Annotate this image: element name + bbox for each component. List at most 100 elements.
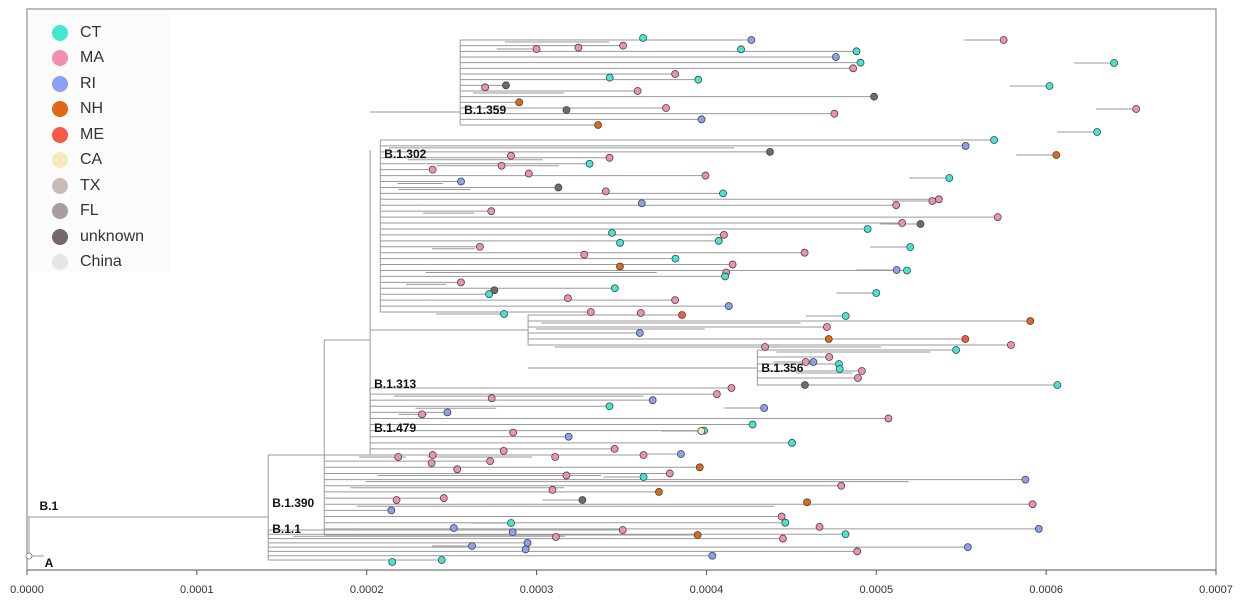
tip-ma bbox=[601, 187, 610, 196]
legend-label-china: China bbox=[80, 253, 122, 271]
tree-tips bbox=[387, 34, 1141, 566]
tip-unknown bbox=[870, 92, 878, 101]
x-tick-label: 0.0006 bbox=[1029, 584, 1063, 596]
tip-ma bbox=[1028, 500, 1037, 509]
tip-ma bbox=[823, 323, 831, 331]
tip-ma bbox=[777, 512, 786, 521]
tip-ri bbox=[1034, 524, 1043, 533]
tip-ct bbox=[835, 365, 844, 373]
tip-ct bbox=[841, 312, 850, 320]
tip-ma bbox=[394, 453, 403, 461]
tip-ct bbox=[1093, 128, 1101, 136]
clade-label-b-1-390: B.1.390 bbox=[272, 496, 314, 510]
tip-ma bbox=[928, 197, 937, 205]
tip-ma bbox=[1132, 105, 1141, 113]
swatch-me-icon bbox=[52, 126, 68, 143]
tip-unknown bbox=[766, 147, 774, 156]
tip-ct bbox=[671, 254, 680, 263]
tip-ct bbox=[639, 34, 647, 42]
tip-unknown bbox=[578, 496, 587, 504]
tip-ct bbox=[388, 558, 397, 566]
legend-label-unknown: unknown bbox=[80, 227, 145, 245]
swatch-ma-icon bbox=[52, 50, 68, 67]
tip-ma bbox=[619, 41, 627, 50]
x-tick-label: 0.0003 bbox=[520, 584, 554, 596]
tip-ma bbox=[761, 343, 769, 351]
tip-ma bbox=[853, 547, 862, 556]
tip-ma bbox=[701, 171, 710, 180]
legend-item-china: China bbox=[52, 250, 144, 276]
clade-label-a: A bbox=[45, 556, 54, 570]
tip-ma bbox=[548, 486, 557, 494]
swatch-ct-icon bbox=[52, 24, 68, 41]
legend-label-nh: NH bbox=[80, 100, 104, 118]
x-tick-label: 0.0001 bbox=[180, 584, 214, 596]
tip-ma bbox=[439, 494, 448, 502]
legend-label-ma: MA bbox=[80, 49, 104, 67]
tip-ri bbox=[635, 329, 644, 337]
legend-item-fl: FL bbox=[52, 199, 144, 225]
legend-item-ma: MA bbox=[52, 46, 144, 72]
clade-labels: B.1.359 B.1.302 B.1.313 B.1.479 B.1.356 B.1.3… bbox=[25, 103, 804, 570]
legend-item-unknown: unknown bbox=[52, 224, 144, 250]
legend-item-ri: RI bbox=[52, 71, 144, 97]
tip-ma bbox=[662, 104, 670, 112]
tip-ma bbox=[815, 522, 824, 531]
tip-unknown bbox=[801, 381, 809, 389]
tip-nh bbox=[616, 262, 624, 271]
tip-ma bbox=[497, 161, 506, 170]
tip-ma bbox=[524, 169, 533, 178]
clade-label-b-1-1: B.1.1 bbox=[272, 522, 301, 536]
tip-ma bbox=[884, 414, 893, 423]
tip-nh bbox=[824, 335, 833, 343]
tip-ma bbox=[418, 410, 426, 419]
legend-item-ct: CT bbox=[52, 20, 144, 46]
legend-label-ca: CA bbox=[80, 151, 103, 169]
tip-ma bbox=[551, 533, 560, 541]
tip-ma bbox=[727, 384, 736, 392]
tip-ma bbox=[934, 195, 943, 204]
clade-label-b-1-302: B.1.302 bbox=[384, 147, 426, 161]
tip-ma bbox=[428, 165, 437, 174]
tip-ct bbox=[788, 438, 796, 447]
tip-ct bbox=[945, 174, 954, 182]
tip-ri bbox=[747, 36, 756, 44]
tip-ri bbox=[1021, 475, 1030, 484]
tip-ri bbox=[892, 266, 901, 274]
tip-ct bbox=[1045, 82, 1054, 90]
x-tick-label: 0.0000 bbox=[10, 584, 44, 596]
root-node bbox=[25, 552, 33, 560]
tip-ri bbox=[457, 177, 465, 186]
swatch-china-icon bbox=[52, 254, 68, 271]
tip-ri bbox=[387, 506, 396, 515]
tip-ct bbox=[507, 519, 515, 527]
tip-unknown bbox=[490, 286, 499, 295]
legend-item-me: ME bbox=[52, 122, 144, 148]
x-tick-label: 0.0004 bbox=[690, 584, 724, 596]
tip-ri bbox=[697, 115, 706, 124]
tip-me bbox=[961, 335, 970, 343]
tip-ct bbox=[952, 346, 961, 354]
tip-ct bbox=[485, 290, 493, 299]
legend-label-me: ME bbox=[80, 125, 104, 143]
tip-ct bbox=[719, 189, 727, 198]
clade-label-b-1-313: B.1.313 bbox=[374, 377, 416, 391]
x-tick-label: 0.0002 bbox=[350, 584, 384, 596]
tip-ma bbox=[499, 447, 508, 455]
tip-ma bbox=[509, 428, 518, 437]
tip-ma bbox=[586, 308, 595, 316]
tip-ma bbox=[392, 496, 401, 504]
tip-ma bbox=[801, 358, 810, 366]
tip-ct bbox=[872, 289, 881, 297]
tip-ri bbox=[468, 542, 476, 550]
tip-unknown bbox=[916, 220, 925, 228]
tip-ct bbox=[616, 238, 624, 247]
tip-ct bbox=[863, 225, 872, 233]
tip-ma bbox=[486, 457, 495, 466]
tip-ma bbox=[999, 36, 1008, 44]
tip-ma bbox=[849, 64, 858, 73]
tip-nh bbox=[515, 98, 524, 107]
tip-ri bbox=[449, 524, 458, 532]
tip-nh bbox=[655, 488, 663, 496]
tip-ma bbox=[720, 230, 728, 239]
